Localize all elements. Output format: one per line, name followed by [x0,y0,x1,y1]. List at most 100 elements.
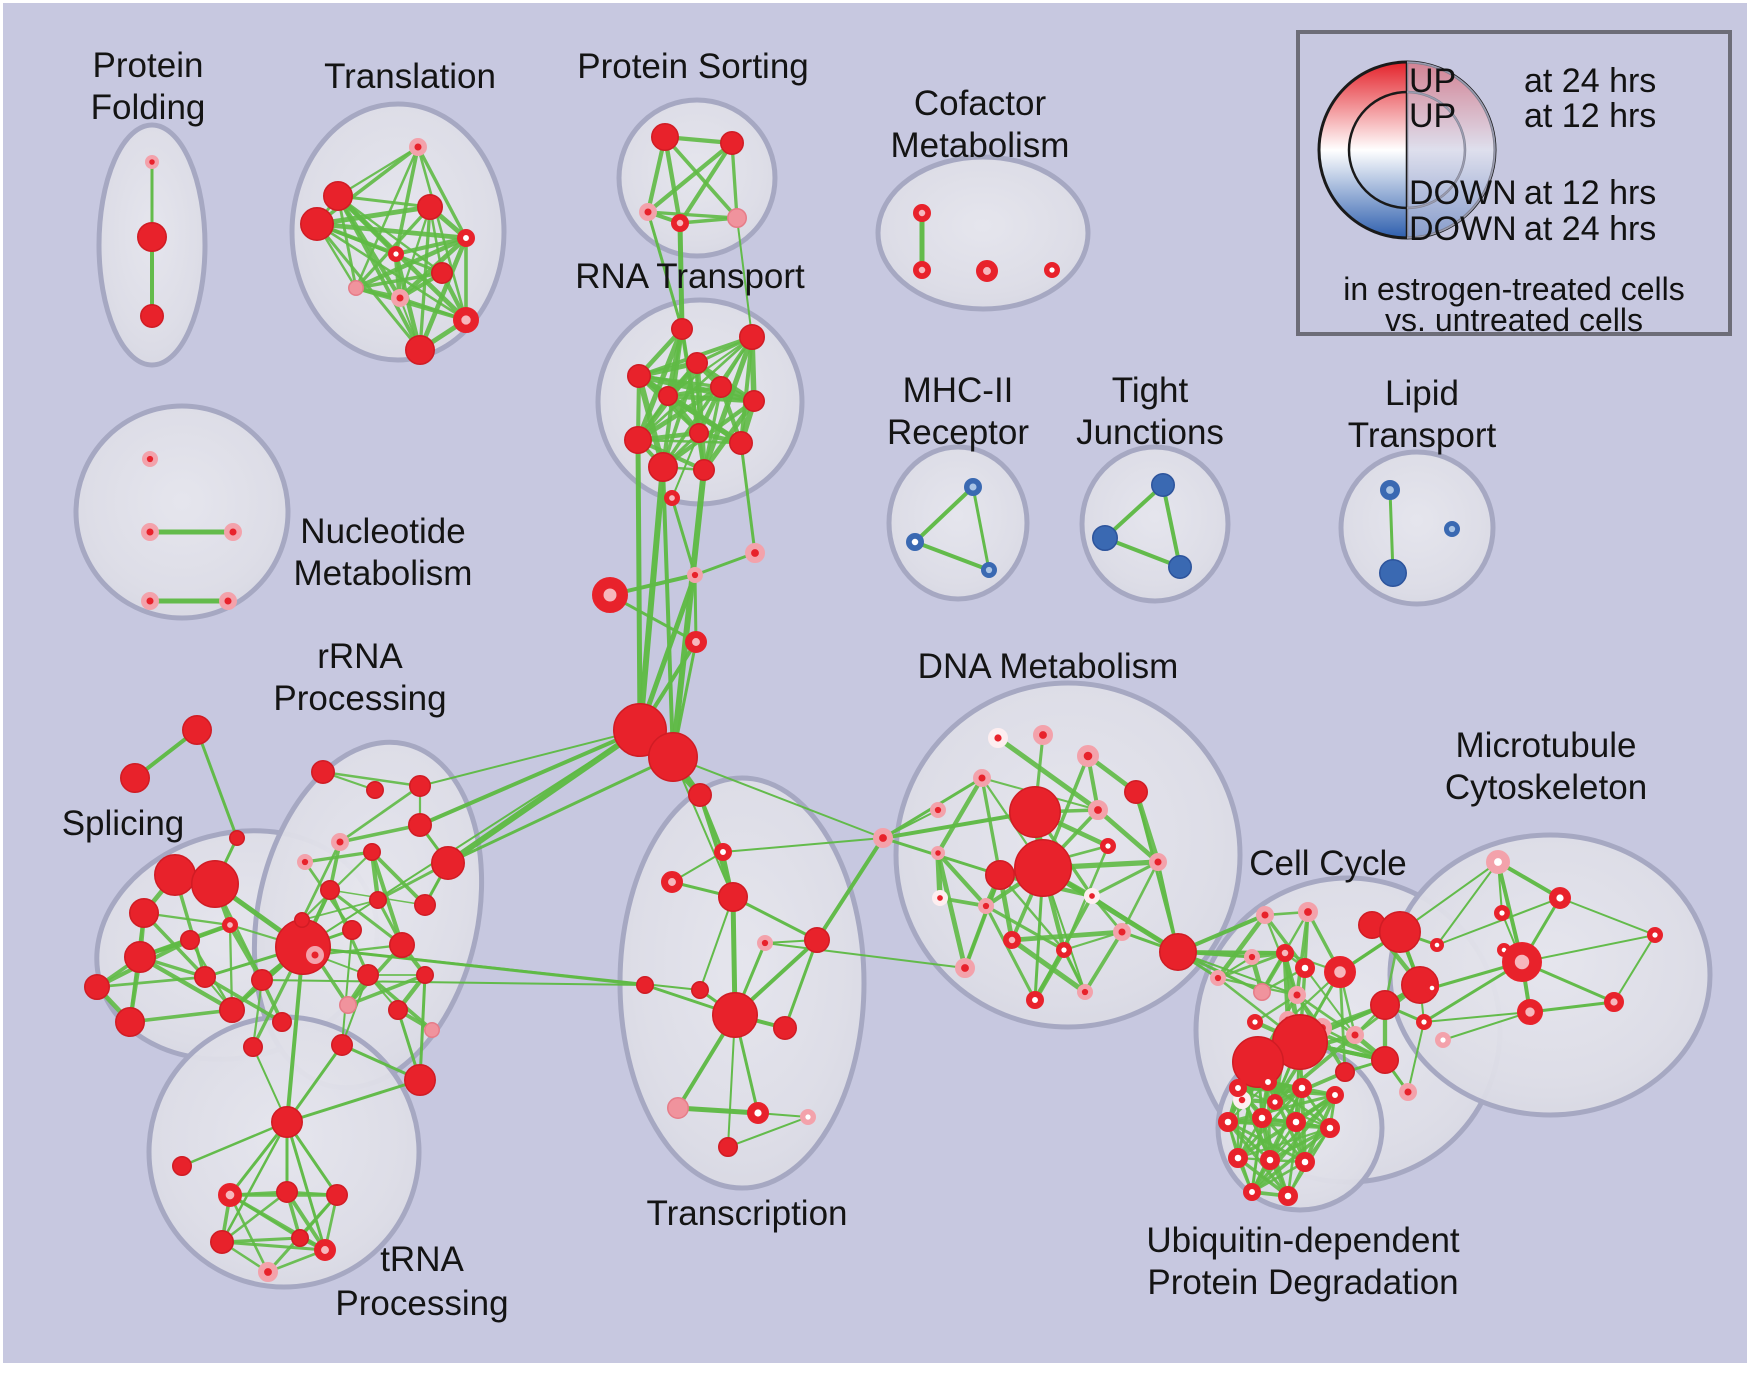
network-node-pink-red [390,288,409,307]
network-edge [882,809,939,839]
network-node-red [710,376,732,398]
network-edge [637,464,666,733]
network-node-blue [1168,555,1192,579]
network-node-red [804,927,830,953]
cluster-label-transcription: Transcription [647,1194,848,1233]
network-node-red-pink [976,259,999,282]
network-node-blue-light [964,477,983,496]
network-edge [731,895,819,942]
network-node-red-white [1294,1151,1315,1172]
network-node-red [1014,839,1072,897]
network-edge [300,840,342,922]
network-node-red [691,981,709,999]
network-node-red [389,932,415,958]
network-node-red [272,1012,292,1032]
network-edge [315,145,420,226]
network-node-red [182,715,212,745]
legend-caption-line1: in estrogen-treated cells [1343,271,1685,307]
network-node-red [431,262,453,284]
network-edge [677,140,735,226]
network-edge [1250,1160,1307,1194]
cluster-label-protein-folding: Protein Folding [91,46,206,127]
cluster-label-tight-junctions: Tight Junctions [1076,371,1224,452]
network-edge [418,728,642,827]
network-edge [251,978,264,1049]
network-edge [783,938,819,1030]
network-node-red-pink [1323,955,1356,988]
cluster-label-trna-processing: tRNA Processing [335,1240,508,1323]
network-edge [730,141,739,220]
network-node-pink-red [1210,970,1227,987]
network-node-pink [667,1097,689,1119]
network-node-pink-red [1076,744,1099,767]
network-node-red [194,966,216,988]
network-node-red-white [1243,1183,1262,1202]
network-edge [645,140,735,215]
network-edge [971,485,991,572]
network-node-red-white [1259,1149,1280,1170]
legend-direction-label: DOWN [1409,210,1517,248]
network-edge [913,540,991,572]
network-edge [314,221,469,241]
network-edge [418,973,427,1082]
network-edge [980,776,1002,877]
network-edge [220,1240,327,1252]
network-node-red [686,352,708,374]
cluster-label-microtubule-cytoskeleton: Microtubule Cytoskeleton [1445,726,1647,807]
network-edge [285,1078,422,1124]
network-node-red-white [1319,1117,1340,1138]
network-node-red-white [1294,957,1315,978]
network-node-red [648,452,678,482]
network-node-pink-white [1434,1031,1451,1048]
cluster-label-rrna-processing: rRNA Processing [273,637,446,718]
network-edge [693,551,757,577]
cluster-label-rna-transport: RNA Transport [575,257,805,296]
network-node-red-white [1646,926,1663,943]
network-node-pink-red [930,845,945,860]
cluster-ellipse-mhc-ii-receptor [886,444,1030,602]
network-edge [1215,912,1268,981]
cluster-label-cofactor-metabolism: Cofactor Metabolism [891,84,1070,165]
network-edge [195,728,239,840]
network-edge [661,335,754,469]
network-edge [220,1236,302,1244]
network-edge [1083,930,1124,994]
network-edge [220,1190,289,1244]
network-edge [354,145,420,290]
network-node-red-pink [1603,992,1624,1013]
network-edge [1236,1156,1290,1198]
network-edge [302,946,701,991]
network-node-red [712,992,758,1038]
network-node-red [718,1137,738,1157]
network-node-red-white [1229,1079,1248,1098]
network-node-red [409,775,431,797]
network-edge [228,1193,302,1240]
network-edge [128,1008,234,1024]
network-node-red [300,207,334,241]
network-edge [727,1116,809,1148]
network-node-red-white [1549,886,1572,909]
network-node-red [120,763,150,793]
network-edge [672,756,884,839]
network-node-pink [339,996,357,1014]
network-edge [336,194,422,352]
network-node-red-pink [913,204,932,223]
network-edge [370,850,427,907]
network-edge [764,942,966,969]
network-edge [137,954,235,1013]
network-edge [354,271,444,290]
network-node-red [739,324,765,350]
cluster-label-splicing: Splicing [62,804,185,843]
network-node-pink [727,208,747,228]
network-node-pink-red [954,957,975,978]
network-node-red [357,964,379,986]
network-edge [261,979,646,986]
network-node-red [689,423,709,443]
network-node-pink-red [145,155,160,170]
network-node-red [1371,1046,1399,1074]
network-node-pink-red [978,898,995,915]
network-edge [672,756,734,898]
network-edge [671,432,700,499]
network-edge [285,1190,327,1252]
